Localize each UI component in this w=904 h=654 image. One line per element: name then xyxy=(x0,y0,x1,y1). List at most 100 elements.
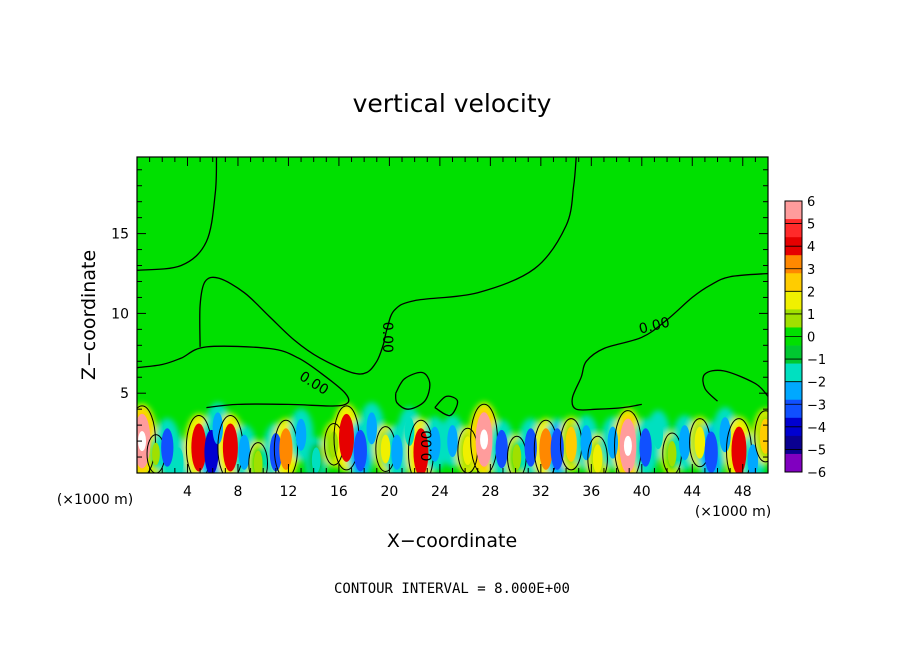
y-axis-label: Z−coordinate xyxy=(78,250,100,380)
contour-line-center-loop xyxy=(199,157,577,375)
colorbar-swatch xyxy=(785,399,802,419)
colorbar-tick-label: −6 xyxy=(807,466,826,481)
field-cell xyxy=(565,426,577,462)
colorbar-tick-label: −2 xyxy=(807,376,826,391)
x-tick-label: 40 xyxy=(633,484,651,500)
contour-interval-note: CONTOUR INTERVAL = 8.000E+00 xyxy=(334,581,570,597)
field-cell xyxy=(607,426,619,459)
colorbar-tick-label: −3 xyxy=(807,398,826,413)
field-cell xyxy=(592,444,603,473)
field-cell xyxy=(212,412,224,445)
colorbar-swatch xyxy=(785,381,802,401)
field-cell xyxy=(404,417,415,446)
x-tick-label: 4 xyxy=(183,484,192,500)
field-cell xyxy=(295,418,307,451)
colorbar-swatch xyxy=(785,345,802,364)
contour-line-center-blob xyxy=(394,371,431,410)
field-cell xyxy=(222,423,238,472)
colorbar-swatch xyxy=(785,309,802,328)
field-cell xyxy=(719,417,731,453)
contour-label-center: 0.00 xyxy=(379,322,395,353)
field-cell xyxy=(447,425,458,458)
field-cell xyxy=(338,413,354,462)
contour-line-upper-left xyxy=(137,157,218,271)
x-unit-left: (×1000 m) xyxy=(57,492,133,508)
cell-contour xyxy=(248,442,268,473)
x-unit-right: (×1000 m) xyxy=(695,504,771,520)
colorbar-tick-label: 4 xyxy=(807,240,815,255)
colorbar-tick-label: 2 xyxy=(807,285,815,300)
cell-contour xyxy=(587,435,608,473)
field-cell xyxy=(253,450,263,473)
colorbar-swatch xyxy=(785,273,802,292)
colorbar-tick-label: −4 xyxy=(807,421,826,436)
y-axis-ticks: 5 10 15 xyxy=(111,169,768,474)
contour-line-left-mid xyxy=(137,345,350,409)
cell-contour xyxy=(754,410,768,463)
field-cell xyxy=(731,426,747,473)
field-cell xyxy=(580,425,592,461)
field-cell xyxy=(366,412,377,445)
field-peak xyxy=(138,431,147,452)
field-cell xyxy=(161,428,174,467)
contour-line-right-loop xyxy=(702,369,768,402)
colorbar-tick-label: 1 xyxy=(807,308,815,323)
colorbar-tick-label: 3 xyxy=(807,263,815,278)
colorbar-swatch xyxy=(785,363,802,382)
field-peak xyxy=(623,435,632,456)
field-cell xyxy=(191,423,207,472)
field-cell xyxy=(380,434,391,464)
field-cell xyxy=(173,447,184,473)
contour-lines xyxy=(137,157,768,417)
colorbar-swatch xyxy=(785,255,802,274)
x-tick-label: 20 xyxy=(380,484,398,500)
field-cell xyxy=(550,428,564,470)
field-cell xyxy=(759,418,768,454)
x-tick-label: 44 xyxy=(683,484,701,500)
x-axis-ticks: 4 8 12 16 20 24 28 32 36 40 44 48 xyxy=(136,157,769,500)
colorbar-tick-label: 5 xyxy=(807,218,815,233)
field-cell xyxy=(539,428,553,470)
colorbar-swatch xyxy=(785,291,802,310)
field-cell xyxy=(353,429,367,472)
x-tick-label: 28 xyxy=(481,484,499,500)
field-cell xyxy=(495,429,508,469)
field-cell xyxy=(524,428,537,467)
x-tick-label: 24 xyxy=(431,484,449,500)
colorbar-tick-label: −1 xyxy=(807,353,826,368)
contour-label-bottom: 0.00 xyxy=(419,430,435,461)
field-cell xyxy=(653,420,664,450)
chart-title: vertical velocity xyxy=(353,89,552,118)
y-tick-label: 15 xyxy=(111,227,129,243)
field-cell xyxy=(279,428,293,470)
colorbar-swatch xyxy=(785,453,802,473)
field-cell xyxy=(311,447,321,473)
colorbar-swatch xyxy=(785,219,802,238)
field-cell xyxy=(694,426,706,459)
field-cell xyxy=(238,434,250,470)
cell-contour xyxy=(137,405,156,473)
contour-line-center-blob-2 xyxy=(434,395,459,417)
field-cell xyxy=(667,441,677,467)
colorbar-swatch xyxy=(785,435,802,455)
field-cell xyxy=(429,426,441,462)
y-tick-label: 10 xyxy=(111,306,129,322)
x-tick-label: 16 xyxy=(330,484,348,500)
x-tick-label: 8 xyxy=(233,484,242,500)
x-axis-label: X−coordinate xyxy=(387,530,517,552)
colorbar-tick-label: 6 xyxy=(807,195,815,210)
colorbar-tick-label: 0 xyxy=(807,331,815,346)
velocity-field xyxy=(137,402,768,473)
field-cell xyxy=(512,444,522,470)
x-tick-label: 36 xyxy=(582,484,600,500)
field-cell xyxy=(391,434,403,470)
field-cell xyxy=(639,428,652,467)
x-tick-label: 48 xyxy=(734,484,752,500)
field-cell xyxy=(462,436,473,466)
field-cell xyxy=(704,431,718,473)
field-cell xyxy=(413,428,429,473)
y-tick-label: 5 xyxy=(120,386,129,402)
colorbar: 6 5 4 3 2 1 0 −1 −2 −3 −4 −5 −6 xyxy=(784,195,826,481)
colorbar-swatch xyxy=(785,201,802,220)
